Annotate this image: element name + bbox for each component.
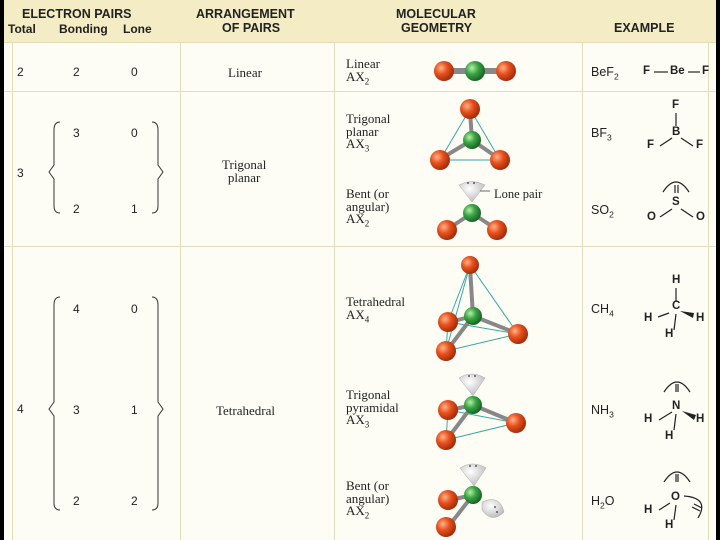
bent-so2-model	[437, 181, 507, 240]
tetrahedral-model	[436, 256, 528, 361]
header-electron-pairs: ELECTRON PAIRS	[22, 7, 132, 21]
total-count: 4	[17, 402, 24, 416]
header-geometry: GEOMETRY	[401, 21, 473, 35]
example-formula: SO2	[591, 203, 614, 220]
lone-count: 1	[131, 403, 138, 417]
lone-pair-label: Lone pair	[494, 187, 543, 201]
example-formula: H2O	[591, 494, 615, 511]
molecule-models	[430, 61, 528, 537]
outer-atom	[434, 61, 454, 81]
geometry-label: Trigonal pyramidal AX3	[346, 387, 399, 430]
geometry-label: Bent (or angular) AX2	[346, 186, 390, 229]
table-header	[4, 0, 716, 42]
arrangement-label: Trigonal planar	[222, 157, 267, 185]
bonding-count: 2	[73, 65, 80, 79]
bonding-count: 4	[73, 302, 80, 316]
total-count: 2	[17, 65, 24, 79]
linear-model	[434, 61, 516, 81]
column-separator	[180, 42, 181, 540]
header-lone: Lone	[123, 22, 152, 36]
example-formula: BF3	[591, 126, 612, 143]
row-separator	[4, 246, 716, 247]
header-of-pairs: OF PAIRS	[222, 21, 281, 35]
row-separator	[4, 91, 716, 92]
bonding-count: 2	[73, 494, 80, 508]
arrangement-label: Tetrahedral	[216, 403, 275, 418]
group-brackets	[48, 121, 164, 511]
header-bonding: Bonding	[59, 22, 108, 36]
example-formula: CH4	[591, 302, 614, 319]
lone-count: 0	[131, 126, 138, 140]
vsepr-table: ELECTRON PAIRS Total Bonding Lone ARRANG…	[4, 0, 716, 540]
arrangement-label: Linear	[228, 65, 262, 80]
column-separator	[582, 42, 583, 540]
column-separator	[334, 42, 335, 540]
row-separator	[4, 42, 716, 43]
total-count: 3	[17, 166, 24, 180]
trigonal-planar-model	[430, 99, 510, 170]
lone-count: 0	[131, 302, 138, 316]
column-separator	[12, 42, 13, 540]
header-total: Total	[8, 22, 36, 36]
example-formula: NH3	[591, 403, 614, 420]
lone-count: 0	[131, 65, 138, 79]
example-formula: BeF2	[591, 65, 619, 82]
geometry-label: Trigonal planar AX3	[346, 111, 391, 154]
bonding-count: 3	[73, 403, 80, 417]
header-arrangement: ARRANGEMENT	[196, 7, 295, 21]
header-example: EXAMPLE	[614, 21, 675, 35]
bonding-count: 3	[73, 126, 80, 140]
column-separator	[708, 42, 709, 540]
lone-count: 1	[131, 202, 138, 216]
outer-atom	[496, 61, 516, 81]
lone-count: 2	[131, 494, 138, 508]
bent-h2o-model	[436, 463, 505, 537]
geometry-label: Linear AX2	[346, 56, 380, 87]
geometry-label: Bent (or angular) AX2	[346, 478, 390, 521]
geometry-label: Tetrahedral AX4	[346, 294, 405, 325]
header-molecular: MOLECULAR	[396, 7, 476, 21]
trigonal-pyramidal-model	[436, 373, 526, 450]
central-atom	[465, 61, 485, 81]
bonding-count: 2	[73, 202, 80, 216]
lewis-bonds	[654, 71, 703, 521]
